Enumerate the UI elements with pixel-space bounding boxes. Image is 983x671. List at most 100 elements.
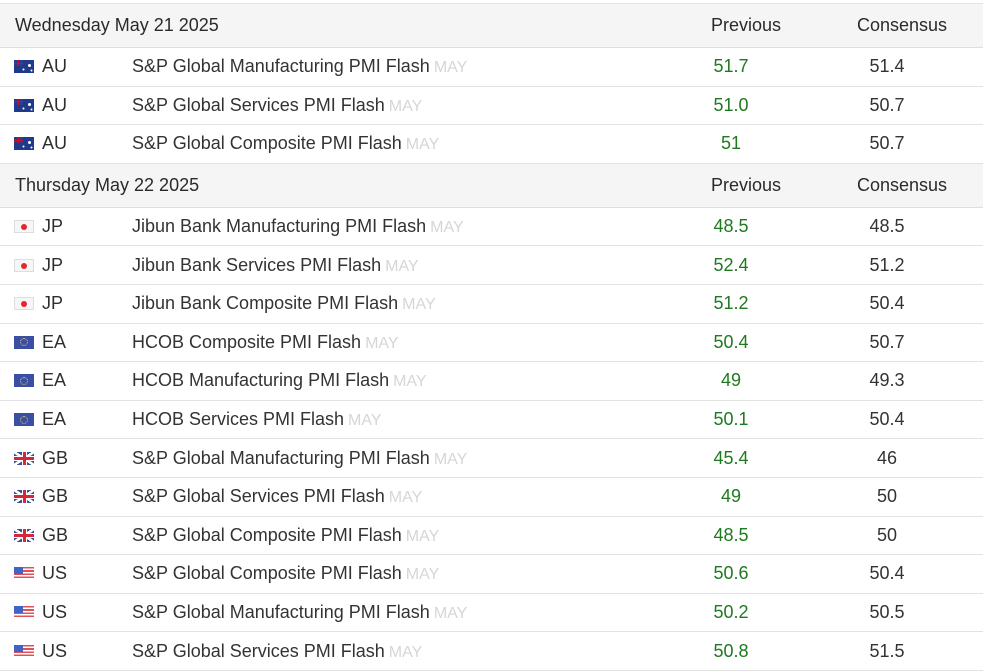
period-tag: MAY: [365, 334, 399, 352]
japan-flag-icon: [14, 220, 34, 234]
country-code: US: [42, 640, 68, 661]
period-tag: MAY: [402, 296, 436, 314]
event-label[interactable]: S&P Global Services PMI Flash: [132, 486, 385, 507]
event-label[interactable]: Jibun Bank Composite PMI Flash: [132, 293, 399, 314]
event-label[interactable]: Jibun Bank Manufacturing PMI Flash: [132, 216, 427, 237]
event-name[interactable]: S&P Global Composite PMI Flash MAY: [132, 133, 655, 154]
consensus-value: 51.2: [869, 254, 905, 275]
previous-value: 49: [720, 370, 742, 391]
event-label[interactable]: S&P Global Composite PMI Flash: [132, 133, 402, 154]
australia-flag-icon: [14, 98, 34, 112]
event-label[interactable]: S&P Global Manufacturing PMI Flash: [132, 56, 430, 77]
period-tag: MAY: [405, 566, 440, 584]
column-header-previous: Previous: [710, 174, 782, 195]
table-row[interactable]: US S&P Global Composite PMI Flash MAY 50.…: [0, 555, 983, 594]
country-cell: US: [0, 563, 132, 584]
table-row[interactable]: EA HCOB Manufacturing PMI Flash MAY 49 49…: [0, 362, 983, 401]
event-name[interactable]: S&P Global Composite PMI Flash MAY: [132, 563, 655, 584]
country-code: US: [42, 563, 68, 584]
country-cell: AU: [0, 56, 132, 77]
event-label[interactable]: HCOB Manufacturing PMI Flash: [132, 370, 390, 391]
previous-value: 52.4: [713, 254, 749, 275]
table-row[interactable]: GB S&P Global Composite PMI Flash MAY 48.…: [0, 516, 983, 556]
previous-value: 48.5: [713, 524, 749, 545]
euro-area-flag-icon: [14, 413, 34, 427]
economic-calendar-table: Wednesday May 21 2025 Previous Consensus…: [0, 3, 983, 671]
japan-flag-icon: [14, 258, 34, 272]
event-name[interactable]: Jibun Bank Manufacturing PMI Flash MAY: [132, 216, 655, 237]
event-name[interactable]: S&P Global Composite PMI Flash MAY: [132, 525, 655, 546]
previous-value: 51: [720, 133, 742, 154]
table-row[interactable]: JP Jibun Bank Manufacturing PMI Flash MAY…: [0, 207, 983, 247]
period-tag: MAY: [388, 489, 423, 507]
table-row[interactable]: GB S&P Global Manufacturing PMI Flash MAY…: [0, 439, 983, 478]
consensus-value: 50: [876, 524, 898, 545]
table-row[interactable]: JP Jibun Bank Composite PMI Flash MAY 51.…: [0, 284, 983, 324]
event-name[interactable]: HCOB Services PMI Flash MAY: [132, 409, 655, 430]
event-label[interactable]: S&P Global Services PMI Flash: [132, 94, 385, 115]
event-label[interactable]: S&P Global Composite PMI Flash: [132, 524, 402, 545]
period-tag: MAY: [388, 97, 423, 115]
consensus-value: 50.4: [869, 293, 905, 314]
consensus-value: 51.4: [869, 56, 905, 77]
country-code: JP: [42, 216, 64, 237]
event-label[interactable]: HCOB Services PMI Flash: [132, 409, 345, 430]
country-cell: US: [0, 641, 132, 662]
event-name[interactable]: Jibun Bank Composite PMI Flash MAY: [132, 293, 655, 314]
table-row[interactable]: JP Jibun Bank Services PMI Flash MAY 52.4…: [0, 246, 983, 285]
event-name[interactable]: S&P Global Manufacturing PMI Flash MAY: [132, 448, 655, 469]
consensus-value: 50.4: [869, 563, 905, 584]
event-label[interactable]: S&P Global Composite PMI Flash: [132, 563, 402, 584]
event-name[interactable]: S&P Global Manufacturing PMI Flash MAY: [132, 602, 655, 623]
event-name[interactable]: S&P Global Services PMI Flash MAY: [132, 641, 655, 662]
table-row[interactable]: US S&P Global Services PMI Flash MAY 50.8…: [0, 632, 983, 671]
table-row[interactable]: EA HCOB Services PMI Flash MAY 50.1 50.4: [0, 400, 983, 440]
previous-value: 51.0: [713, 94, 749, 115]
country-code: GB: [42, 524, 69, 545]
event-label[interactable]: S&P Global Services PMI Flash: [132, 640, 385, 661]
event-name[interactable]: S&P Global Services PMI Flash MAY: [132, 95, 655, 116]
us-flag-icon: [14, 567, 34, 581]
event-name[interactable]: HCOB Manufacturing PMI Flash MAY: [132, 370, 655, 391]
event-name[interactable]: S&P Global Manufacturing PMI Flash MAY: [132, 56, 655, 77]
event-label[interactable]: S&P Global Manufacturing PMI Flash: [132, 447, 430, 468]
previous-value: 50.6: [713, 563, 749, 584]
period-tag: MAY: [388, 643, 423, 661]
consensus-value: 49.3: [869, 370, 905, 391]
period-tag: MAY: [433, 605, 468, 623]
table-row[interactable]: EA HCOB Composite PMI Flash MAY 50.4 50.7: [0, 323, 983, 363]
uk-flag-icon: [14, 451, 34, 465]
group-date: Thursday May 22 2025: [15, 174, 200, 195]
event-label[interactable]: Jibun Bank Services PMI Flash: [132, 254, 382, 275]
consensus-value: 50.7: [869, 133, 905, 154]
event-label[interactable]: HCOB Composite PMI Flash: [132, 331, 362, 352]
table-row[interactable]: AU S&P Global Services PMI Flash MAY 51.0…: [0, 86, 983, 126]
previous-value: 50.8: [713, 640, 749, 661]
date-group-header: Thursday May 22 2025 Previous Consensus: [0, 163, 983, 208]
period-tag: MAY: [433, 59, 468, 77]
table-row[interactable]: GB S&P Global Services PMI Flash MAY 49 5…: [0, 477, 983, 517]
column-header-consensus: Consensus: [856, 15, 948, 35]
country-cell: EA: [0, 332, 132, 353]
country-code: US: [42, 602, 68, 623]
column-header-consensus: Consensus: [856, 174, 948, 195]
consensus-value: 50: [876, 486, 898, 507]
table-row[interactable]: US S&P Global Manufacturing PMI Flash MAY…: [0, 593, 983, 633]
australia-flag-icon: [14, 137, 34, 151]
table-row[interactable]: AU S&P Global Manufacturing PMI Flash MAY…: [0, 48, 983, 87]
euro-area-flag-icon: [14, 335, 34, 349]
event-label[interactable]: S&P Global Manufacturing PMI Flash: [132, 602, 430, 623]
country-cell: GB: [0, 448, 132, 469]
consensus-value: 50.7: [869, 94, 905, 115]
event-name[interactable]: Jibun Bank Services PMI Flash MAY: [132, 255, 655, 276]
event-name[interactable]: S&P Global Services PMI Flash MAY: [132, 486, 655, 507]
country-code: EA: [42, 331, 67, 352]
country-cell: EA: [0, 370, 132, 391]
table-row[interactable]: AU S&P Global Composite PMI Flash MAY 51 …: [0, 125, 983, 164]
event-name[interactable]: HCOB Composite PMI Flash MAY: [132, 332, 655, 353]
country-cell: AU: [0, 133, 132, 154]
previous-value: 50.1: [713, 409, 749, 430]
country-cell: JP: [0, 216, 132, 237]
country-cell: GB: [0, 525, 132, 546]
period-tag: MAY: [405, 136, 440, 154]
